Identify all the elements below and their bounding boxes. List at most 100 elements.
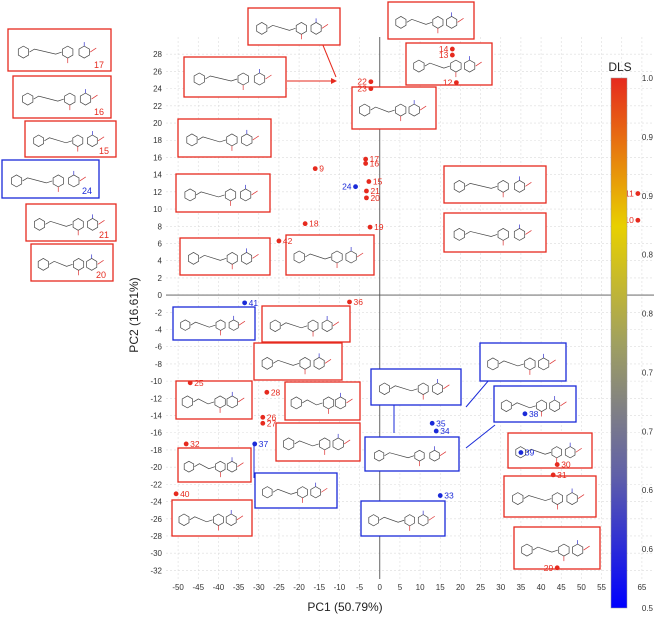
data-point-13 — [449, 52, 455, 58]
x-tick-label: -25 — [273, 583, 285, 592]
y-tick-label: 8 — [158, 222, 163, 231]
point-label-28: 28 — [271, 387, 281, 397]
structure-box-i — [443, 212, 547, 253]
y-tick-label: -14 — [150, 412, 162, 421]
colorbar-title: DLS — [608, 60, 631, 74]
y-tick-label: -22 — [150, 480, 162, 489]
data-point-37 — [252, 441, 258, 447]
structure-box-o — [370, 368, 462, 406]
data-point-40 — [173, 491, 179, 497]
molecule-sketch — [368, 510, 435, 531]
molecule-sketch — [413, 56, 482, 78]
data-point-41 — [242, 300, 248, 306]
data-point-42 — [276, 238, 282, 244]
point-label-25: 25 — [194, 378, 204, 388]
molecule-sketch — [379, 379, 450, 400]
structure-box-g — [175, 173, 271, 213]
y-tick-label: -24 — [150, 498, 162, 507]
molecule-sketch — [193, 69, 272, 90]
data-point-21 — [364, 188, 369, 194]
point-label-20: 20 — [370, 193, 380, 203]
point-label-14: 14 — [439, 44, 449, 54]
data-point-22 — [368, 79, 374, 85]
structure-box-m — [261, 305, 351, 343]
molecule-sketch — [37, 254, 104, 276]
point-label-40: 40 — [180, 489, 190, 499]
y-tick-label: -8 — [155, 360, 163, 369]
point-label-37: 37 — [259, 439, 269, 449]
molecule-sketch — [34, 214, 105, 236]
point-label-11: 11 — [625, 189, 634, 199]
molecule-sketch — [17, 42, 97, 64]
data-point-27 — [260, 420, 266, 426]
point-label-23: 23 — [357, 84, 367, 94]
molecule-sketch — [188, 248, 259, 270]
molecule-sketch — [22, 89, 98, 111]
colorbar-tick-label: 1.0 — [642, 74, 654, 83]
x-tick-label: -5 — [356, 583, 364, 592]
molecule-sketch — [500, 396, 567, 417]
data-point-9 — [312, 166, 318, 172]
structure-box-q — [493, 385, 577, 423]
molecule-sketch — [180, 315, 246, 336]
colorbar-tick-label: 0.6 — [642, 545, 654, 554]
y-tick-label: -20 — [150, 463, 162, 472]
molecule-sketch — [512, 488, 585, 510]
data-point-20 — [364, 195, 369, 201]
point-label-24: 24 — [342, 182, 352, 192]
y-tick-label: 24 — [153, 85, 162, 94]
molecule-sketch — [395, 12, 464, 34]
data-point-12 — [453, 80, 459, 85]
data-point-39 — [518, 450, 524, 455]
molecule-sketches — [11, 12, 590, 562]
structure-box-f — [177, 118, 272, 158]
y-tick-label: 2 — [158, 274, 163, 283]
y-tick-label: -10 — [150, 377, 162, 386]
data-point-36 — [347, 299, 352, 305]
structure-box-20 — [30, 243, 114, 282]
structure-box-c — [405, 42, 493, 86]
structure-box-z — [171, 499, 253, 537]
y-tick-label: 20 — [153, 119, 162, 128]
structure-boxes — [1, 1, 601, 570]
structure-box-j — [179, 237, 271, 276]
point-label-13: 13 — [439, 50, 449, 60]
point-label-35: 35 — [436, 418, 446, 428]
y-tick-label: -4 — [155, 326, 163, 335]
point-label-31: 31 — [557, 470, 567, 480]
y-tick-label: 18 — [153, 136, 162, 145]
molecule-sketch — [515, 442, 582, 463]
molecule-sketch — [183, 457, 244, 478]
data-point-31 — [550, 472, 556, 478]
x-tick-label: 30 — [496, 583, 505, 592]
colorbar-tick-label: 0.9 — [642, 133, 654, 142]
data-point-18 — [302, 221, 308, 227]
data-point-26 — [260, 414, 266, 420]
data-point-15 — [366, 179, 372, 184]
x-tick-label: 35 — [516, 583, 525, 592]
point-label-19: 19 — [374, 222, 384, 232]
structure-box-e — [351, 86, 437, 130]
x-tick-label: 50 — [577, 583, 586, 592]
point-label-33: 33 — [444, 491, 454, 501]
point-label-32: 32 — [190, 439, 200, 449]
molecule-sketch — [256, 18, 329, 40]
data-point-14 — [449, 46, 455, 52]
point-label-34: 34 — [440, 426, 450, 436]
structure-box-label-16: 16 — [94, 107, 104, 117]
data-point-32 — [183, 441, 189, 447]
x-tick-labels: -50 -45 -40 -35 -30 -25 -20 -15 -10 -5 0 5 10 15 20 25 3… — [172, 583, 647, 592]
x-tick-label: 65 — [637, 583, 646, 592]
structure-box-d — [183, 56, 287, 98]
point-label-42: 42 — [283, 236, 293, 246]
point-label-12: 12 — [443, 78, 453, 88]
data-point-16 — [363, 161, 369, 166]
structure-box-x — [254, 472, 338, 509]
point-label-26: 26 — [267, 412, 277, 422]
data-point-17 — [363, 156, 369, 162]
structure-box-ab — [513, 526, 601, 570]
y-tick-label: 26 — [153, 67, 162, 76]
structure-box-s — [284, 381, 361, 421]
x-tick-label: -35 — [233, 583, 245, 592]
